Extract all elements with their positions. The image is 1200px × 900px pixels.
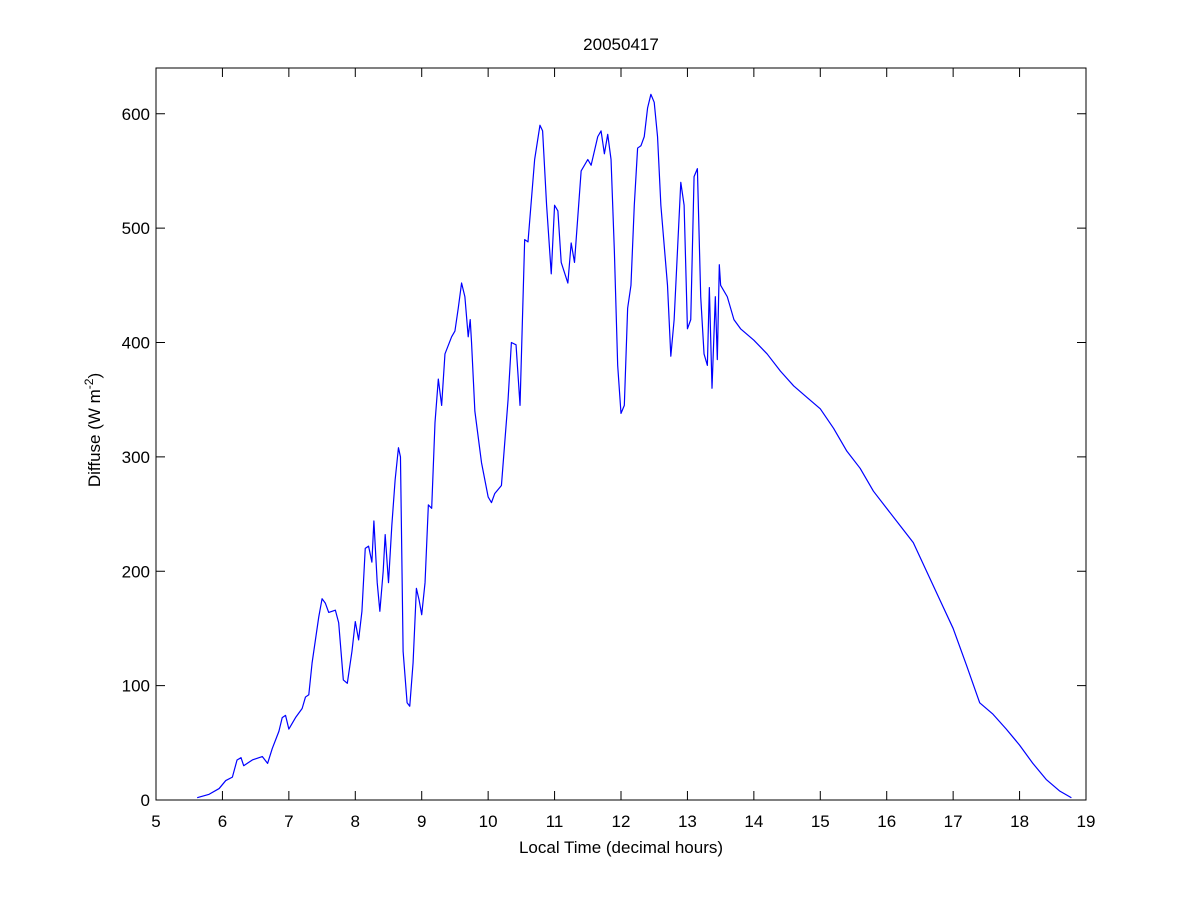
x-tick-label: 15: [811, 812, 830, 831]
x-tick-label: 10: [479, 812, 498, 831]
y-axis-label-text: Diffuse (W m: [85, 389, 104, 487]
x-tick-label: 16: [877, 812, 896, 831]
x-tick-label: 6: [218, 812, 227, 831]
y-tick-label: 300: [122, 448, 150, 467]
x-axis-label: Local Time (decimal hours): [519, 838, 723, 857]
y-axis-label-superscript: -2: [82, 378, 96, 389]
data-line: [197, 93, 1072, 799]
y-tick-label: 0: [141, 791, 150, 810]
x-tick-label: 13: [678, 812, 697, 831]
x-tick-label: 11: [546, 812, 564, 831]
y-tick-label: 400: [122, 334, 150, 353]
x-tick-label: 8: [351, 812, 360, 831]
x-tick-label: 9: [417, 812, 426, 831]
y-tick-label: 100: [122, 677, 150, 696]
y-tick-label: 200: [122, 562, 150, 581]
y-tick-label: 500: [122, 219, 150, 238]
y-axis-label-suffix: ): [85, 373, 104, 379]
y-tick-label: 600: [122, 105, 150, 124]
y-axis-label: Diffuse (W m-2): [82, 373, 104, 487]
chart-title: 20050417: [583, 35, 659, 54]
x-tick-label: 12: [612, 812, 631, 831]
x-tick-label: 17: [944, 812, 963, 831]
x-tick-label: 5: [151, 812, 160, 831]
x-tick-label: 14: [744, 812, 763, 831]
x-tick-label: 18: [1010, 812, 1029, 831]
x-tick-label: 19: [1077, 812, 1096, 831]
x-tick-label: 7: [284, 812, 293, 831]
